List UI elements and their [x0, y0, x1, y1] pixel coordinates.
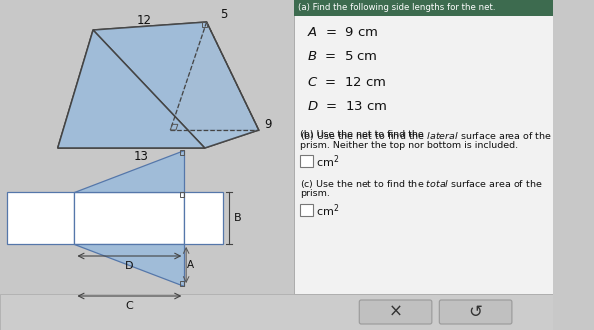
Text: D: D: [125, 261, 134, 271]
Text: 12: 12: [137, 14, 152, 27]
Text: cm$^2$: cm$^2$: [315, 203, 339, 219]
Polygon shape: [58, 130, 259, 148]
Polygon shape: [8, 192, 74, 244]
Polygon shape: [184, 192, 223, 244]
FancyBboxPatch shape: [440, 300, 512, 324]
Polygon shape: [74, 244, 184, 286]
Polygon shape: [58, 30, 205, 148]
Text: ↺: ↺: [469, 303, 482, 321]
Text: $\mathit{D}$  =  13 cm: $\mathit{D}$ = 13 cm: [307, 101, 387, 114]
Text: prism. Neither the top nor bottom is included.: prism. Neither the top nor bottom is inc…: [300, 141, 518, 150]
Text: $\mathit{C}$  =  12 cm: $\mathit{C}$ = 12 cm: [307, 76, 387, 88]
Text: A: A: [187, 260, 194, 270]
Polygon shape: [74, 150, 184, 192]
Text: C: C: [125, 301, 133, 311]
Text: B: B: [233, 213, 241, 223]
Text: $\mathit{B}$  =  5 cm: $\mathit{B}$ = 5 cm: [307, 50, 378, 63]
Text: (b) Use the net to find the $\it{lateral}$ surface area of the: (b) Use the net to find the $\it{lateral…: [300, 130, 552, 142]
Polygon shape: [74, 192, 184, 244]
Text: $\mathit{A}$  =  9 cm: $\mathit{A}$ = 9 cm: [307, 25, 378, 39]
Bar: [294, 0, 553, 294]
Text: prism.: prism.: [300, 189, 330, 198]
Text: (c) Use the net to find the $\it{total}$ surface area of the: (c) Use the net to find the $\it{total}$…: [300, 178, 542, 190]
Bar: [0, 294, 553, 330]
Text: (b) Use the net to find the: (b) Use the net to find the: [300, 130, 426, 139]
Text: 13: 13: [134, 150, 149, 163]
Text: 9: 9: [264, 118, 272, 131]
Polygon shape: [58, 22, 207, 148]
Text: ×: ×: [388, 303, 403, 321]
Text: 5: 5: [220, 8, 228, 21]
Text: cm$^2$: cm$^2$: [315, 154, 339, 170]
Bar: [294, 0, 553, 16]
FancyBboxPatch shape: [359, 300, 432, 324]
Text: (a) Find the following side lengths for the net.: (a) Find the following side lengths for …: [298, 4, 495, 13]
Bar: [300, 155, 312, 167]
Bar: [300, 204, 312, 216]
Polygon shape: [93, 22, 259, 148]
